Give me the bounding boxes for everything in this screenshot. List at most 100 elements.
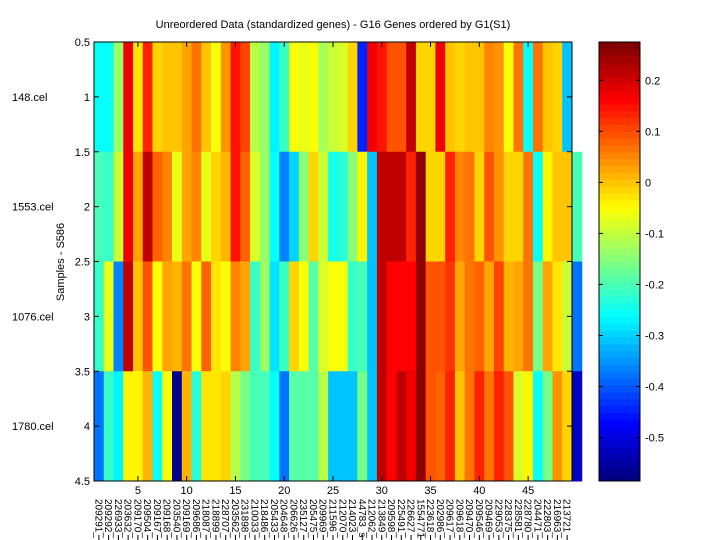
- heatmap-cell: [308, 151, 319, 262]
- column-label: 222803_: [541, 499, 552, 538]
- heatmap-cell: [94, 42, 105, 153]
- row-label: 148.cel: [12, 92, 47, 104]
- y-tick-label: 4: [84, 421, 90, 433]
- heatmap-cell: [269, 371, 280, 482]
- heatmap-cell: [220, 261, 232, 372]
- colorbar-segment: [599, 426, 640, 434]
- row-labels: 148.cel 1553.cel 1076.cel 1780.cel: [12, 92, 54, 433]
- x-tick-label: 5: [135, 485, 141, 497]
- colorbar-segment: [599, 131, 640, 139]
- y-tick-label: 1.5: [75, 147, 90, 159]
- heatmap-cell: [191, 371, 202, 482]
- heatmap-cell: [474, 261, 485, 372]
- colorbar-segment: [599, 302, 640, 311]
- colorbar-tick-label: -0.2: [645, 279, 664, 291]
- heatmap-cell: [308, 371, 319, 482]
- colorbar-segment: [599, 55, 640, 64]
- heatmap-cell: [484, 151, 495, 262]
- heatmap-cell: [201, 42, 212, 153]
- heatmap-cell: [542, 42, 553, 153]
- heatmap-cell: [503, 151, 514, 262]
- y-tick-label: 1: [84, 92, 90, 104]
- colorbar-segment: [599, 336, 640, 345]
- heatmap-cell: [211, 42, 222, 153]
- heatmap-cell: [357, 371, 368, 482]
- heatmap-cell: [201, 261, 212, 372]
- heatmap-cell: [269, 261, 280, 372]
- x-tick-label: 20: [278, 485, 290, 497]
- heatmap-cell: [240, 151, 251, 262]
- heatmap-cell: [191, 151, 202, 262]
- heatmap-cell: [162, 151, 173, 262]
- heatmap-cell: [474, 42, 485, 153]
- colorbar-segment: [599, 391, 640, 400]
- heatmap-cell: [396, 151, 407, 262]
- column-label: 228780_: [522, 499, 533, 538]
- heatmap-cell: [133, 371, 144, 482]
- colorbar-segment: [599, 165, 640, 173]
- heatmap-cell: [191, 42, 202, 153]
- heatmap-cell: [240, 42, 251, 153]
- heatmap-cell: [191, 261, 202, 372]
- heatmap-cell: [318, 371, 329, 482]
- heatmap-cell: [328, 261, 339, 372]
- heatmap-cell: [308, 261, 319, 372]
- heatmap-cell: [552, 261, 563, 372]
- colorbar-segment: [599, 364, 640, 372]
- column-label: 204471_: [531, 499, 542, 538]
- column-label: 211596_: [327, 499, 338, 538]
- heatmap-cell: [454, 42, 466, 153]
- heatmap-cell: [201, 371, 212, 482]
- heatmap-cell: [94, 371, 105, 482]
- heatmap-cell: [308, 42, 319, 153]
- heatmap-cell: [464, 371, 475, 482]
- heatmap-cell: [142, 371, 154, 482]
- column-label: 225491_: [395, 499, 406, 538]
- heatmap-cell: [406, 261, 417, 372]
- heatmap-cell: [289, 42, 300, 153]
- y-tick-labels: 0.5 1 1.5 2 2.5 3 3.5 4 4.5: [75, 37, 90, 488]
- heatmap-cell: [328, 42, 339, 153]
- heatmap-cell: [220, 371, 232, 482]
- heatmap-cell: [367, 371, 378, 482]
- colorbar-segment: [599, 227, 640, 235]
- colorbar-segment: [599, 453, 640, 461]
- heatmap-cell: [367, 151, 378, 262]
- colorbar-segment: [599, 158, 640, 166]
- heatmap-cell: [386, 42, 397, 153]
- heatmap-cell: [162, 42, 173, 153]
- column-label: 206626_: [287, 499, 298, 538]
- heatmap-cell: [103, 151, 115, 262]
- heatmap-cell: [201, 151, 212, 262]
- heatmap-cell: [484, 42, 495, 153]
- heatmap-cell: [347, 261, 358, 372]
- colorbar-segment: [599, 405, 640, 413]
- heatmap-cell: [425, 42, 436, 153]
- colorbar-ticks: 0.2 0.1 0 -0.1 -0.2 -0.3 -0.4 -0.5: [599, 75, 664, 445]
- heatmap-cell: [445, 371, 456, 482]
- colorbar-segment: [599, 172, 640, 180]
- heatmap-cell: [259, 151, 271, 262]
- colorbar-segment: [599, 83, 640, 91]
- column-label: 209546_: [473, 499, 484, 538]
- heatmap-cell: [318, 151, 329, 262]
- heatmap-cell: [250, 261, 261, 372]
- colorbar-segment: [599, 323, 640, 331]
- heatmap-cell: [484, 261, 495, 372]
- y-tick-label: 0.5: [75, 37, 90, 49]
- heatmap-cell: [240, 371, 251, 482]
- heatmap-cell: [523, 371, 534, 482]
- column-label: 204648_: [278, 499, 289, 538]
- heatmap-cell: [220, 42, 232, 153]
- heatmap-cell: [376, 371, 388, 482]
- heatmap-cell: [572, 151, 583, 262]
- colorbar-segment: [599, 261, 640, 269]
- heatmap-cell: [454, 261, 466, 372]
- colorbar-segment: [599, 275, 640, 283]
- heatmap-cell: [542, 151, 553, 262]
- colorbar-segment: [599, 234, 640, 242]
- colorbar-segment: [599, 76, 640, 84]
- colorbar-segment: [599, 186, 640, 194]
- x-tick-marks: [137, 42, 529, 481]
